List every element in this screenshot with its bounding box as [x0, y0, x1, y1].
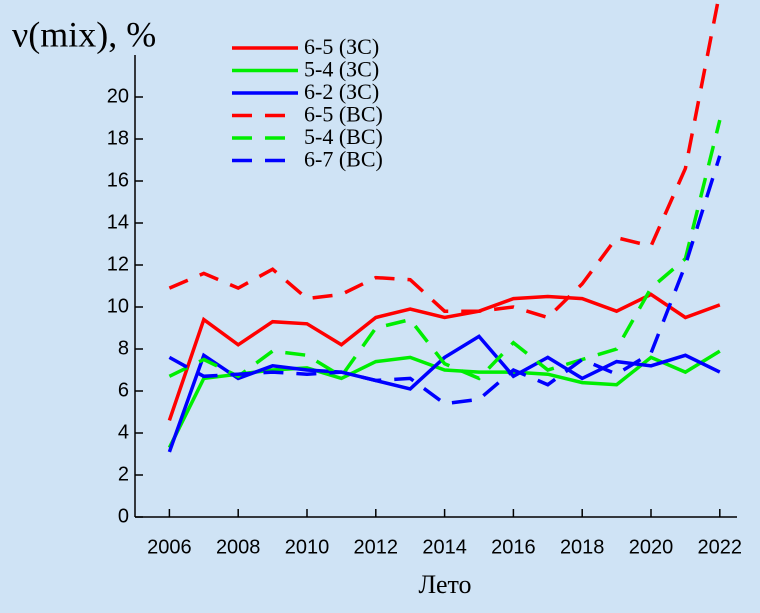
- y-tick-label: 16: [107, 169, 129, 191]
- series-line: [167, 334, 721, 453]
- legend-label: 6-5 (ЗС): [304, 34, 379, 59]
- y-tick-label: 18: [107, 127, 129, 149]
- legend-label: 5-4 (ВС): [304, 124, 383, 149]
- x-tick-label: 2020: [629, 536, 674, 558]
- y-tick-label: 6: [118, 379, 129, 401]
- series-line: [167, 292, 721, 421]
- x-tick-label: 2018: [560, 536, 605, 558]
- x-tick-label: 2010: [285, 536, 330, 558]
- y-tick-label: 4: [118, 421, 129, 443]
- x-axis-label: Лето: [418, 570, 471, 599]
- y-tick-label: 2: [118, 463, 129, 485]
- x-tick-label: 2014: [422, 536, 467, 558]
- legend-label: 5-4 (ЗС): [304, 57, 379, 82]
- series-line: [168, 119, 722, 381]
- legend-label: 6-2 (ЗС): [304, 79, 379, 104]
- y-tick-label: 10: [107, 295, 129, 317]
- y-tick-label: 14: [107, 211, 129, 233]
- series-line: [168, 0, 721, 320]
- y-tick-label: 0: [118, 505, 129, 527]
- y-tick-label: 20: [107, 85, 129, 107]
- x-tick-label: 2022: [698, 536, 743, 558]
- legend-label: 6-7 (ВС): [304, 147, 383, 172]
- series-line: [168, 155, 722, 406]
- y-axis-label: ν(mix), %: [12, 14, 156, 54]
- x-tick-label: 2016: [491, 536, 536, 558]
- legend-label: 6-5 (ВС): [304, 102, 383, 127]
- x-tick-label: 2012: [354, 536, 399, 558]
- x-tick-label: 2006: [147, 536, 192, 558]
- x-tick-label: 2008: [216, 536, 261, 558]
- y-tick-label: 8: [118, 337, 129, 359]
- y-tick-label: 12: [107, 253, 129, 275]
